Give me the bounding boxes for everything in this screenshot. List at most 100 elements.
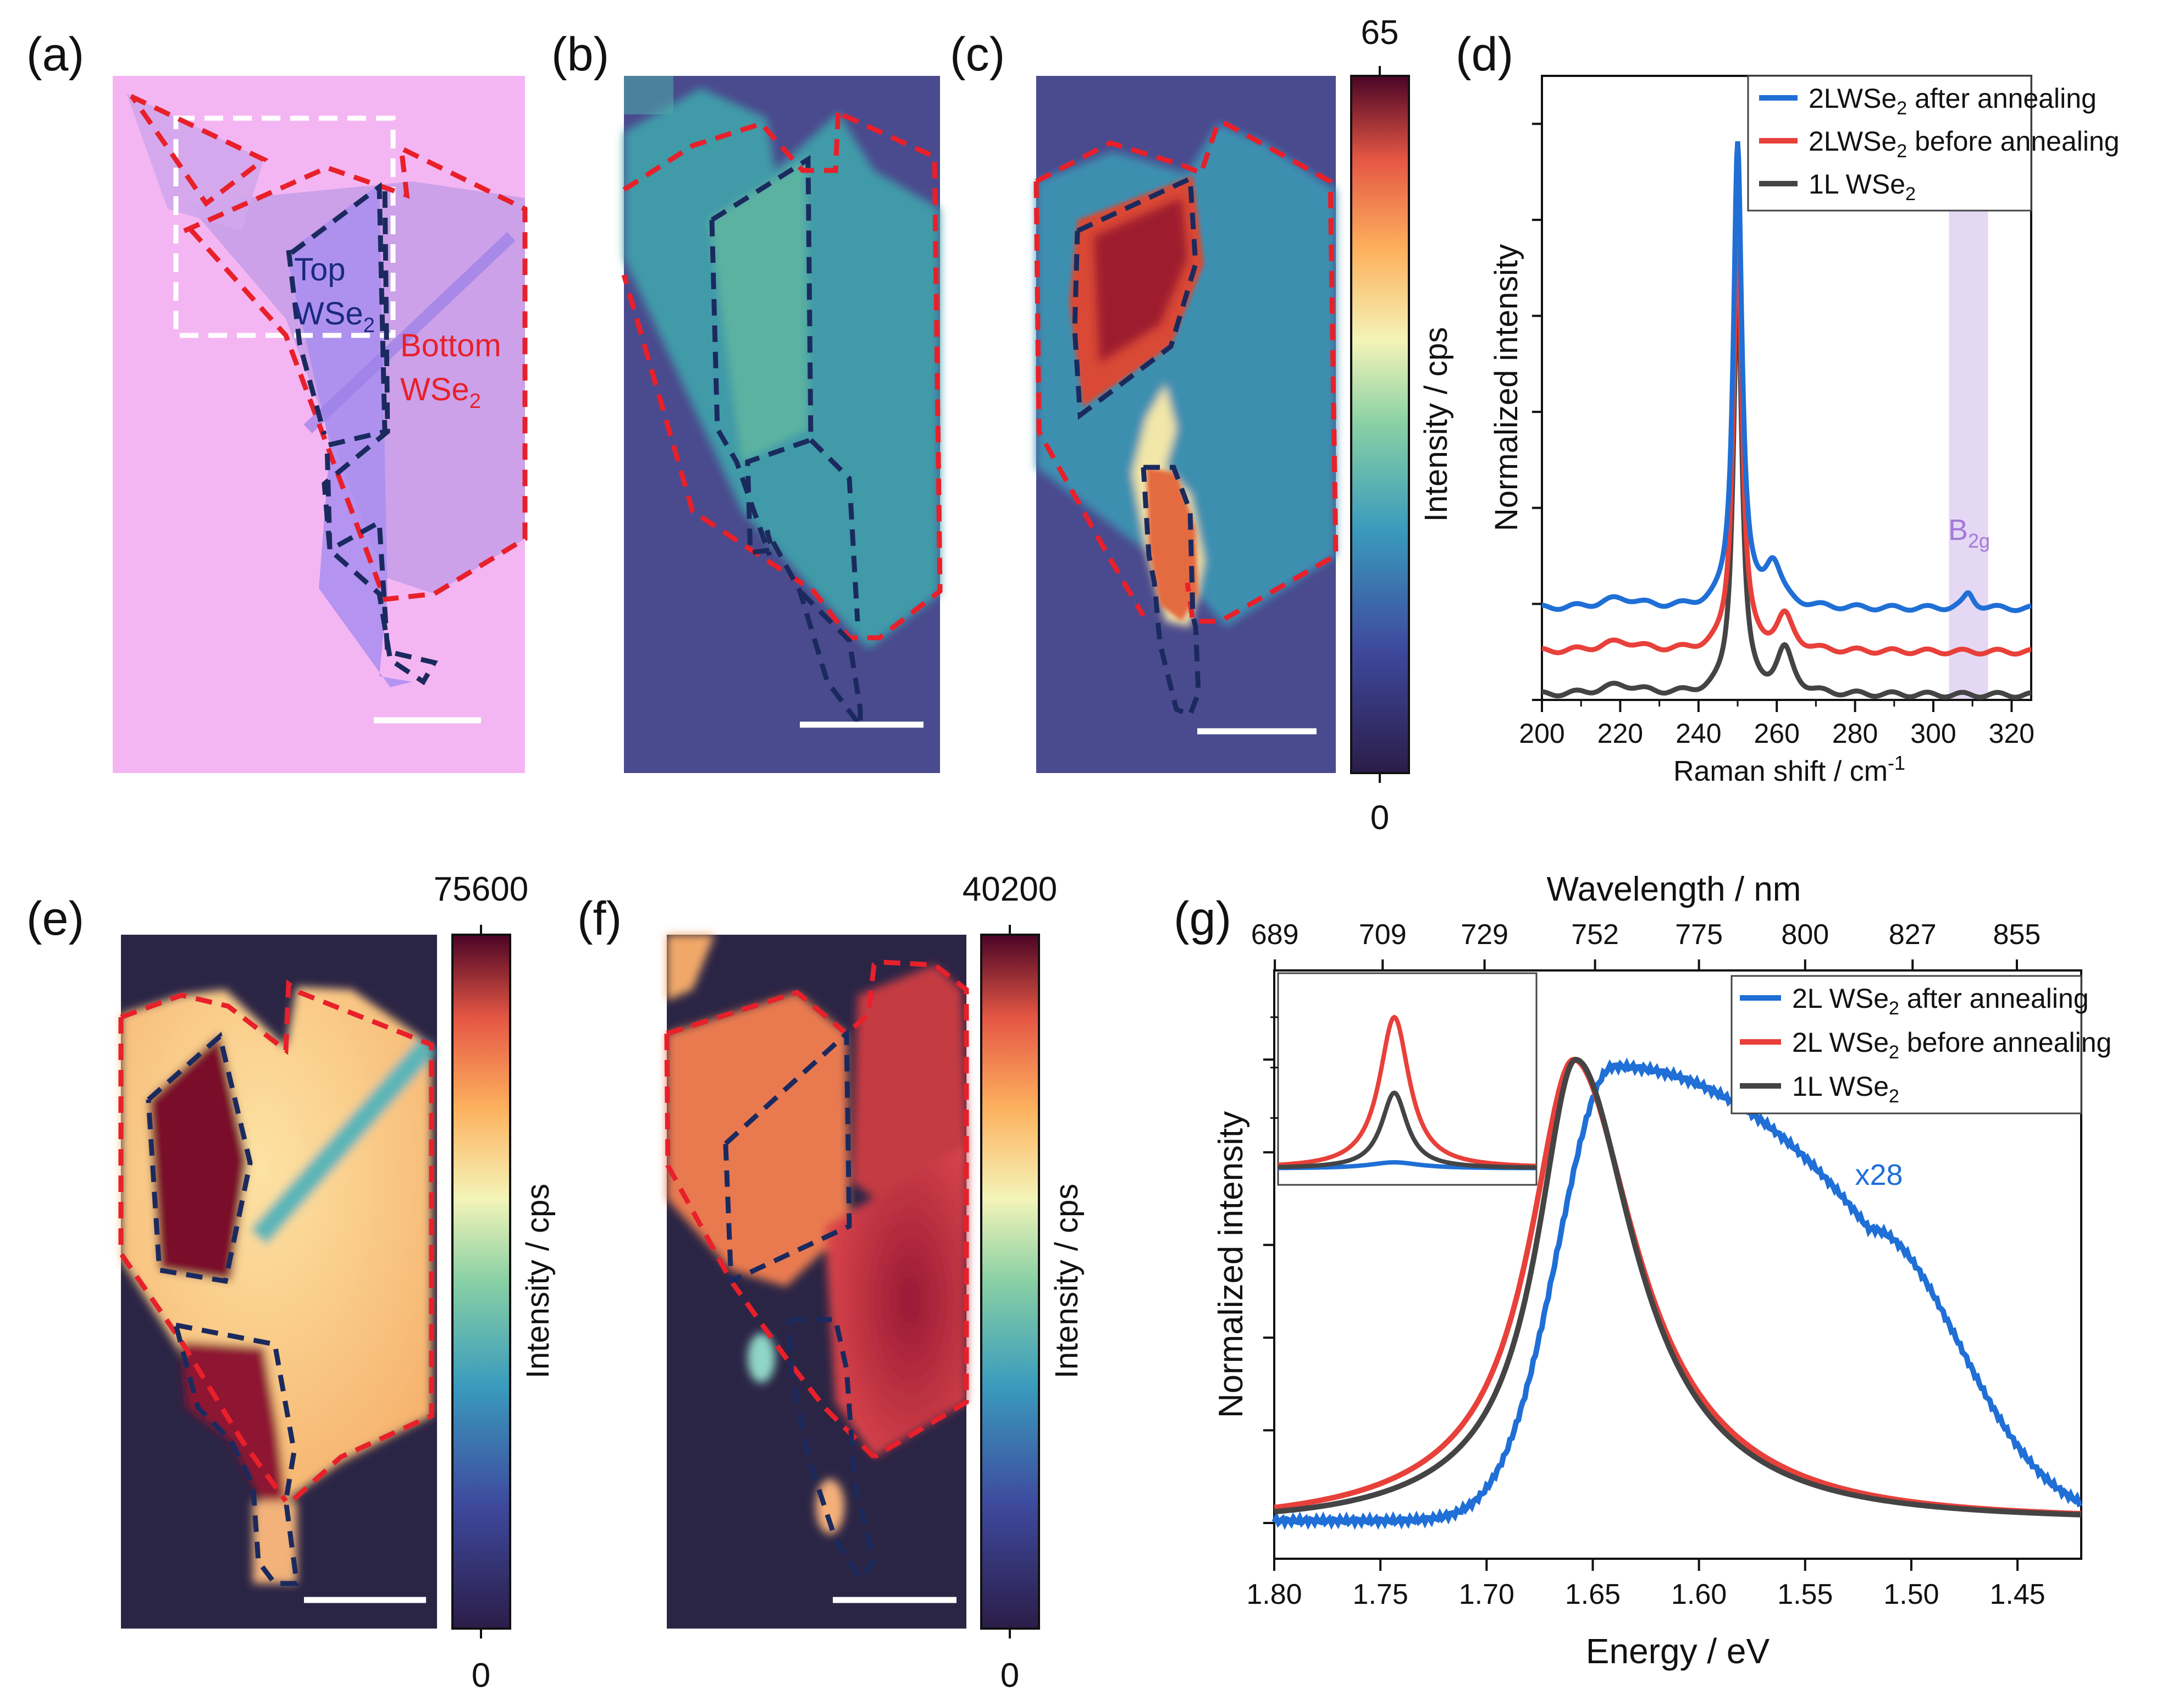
pl-top-tick-label: 729 bbox=[1461, 919, 1508, 951]
pl-map-f-top-outline-lower bbox=[786, 1317, 877, 1582]
colorbar-c-max: 65 bbox=[1361, 14, 1399, 52]
pl-legend-before: 2L WSe2 before annealing bbox=[1792, 1027, 2111, 1063]
panel-a-label: (a) bbox=[26, 28, 84, 81]
raman-series-2l-after bbox=[1541, 141, 2032, 613]
pl-legend-1l: 1L WSe2 bbox=[1792, 1071, 1899, 1107]
raman-series-1l bbox=[1541, 277, 2032, 700]
pl-map-e-wrinkle bbox=[250, 1037, 437, 1245]
raman-legend-before: 2LWSe2 before annealing bbox=[1809, 126, 2120, 162]
pl-map-f-bottom-outline-left bbox=[664, 1033, 876, 1459]
colorbar-f-min: 0 bbox=[1000, 1657, 1019, 1695]
pl-x-tick-label: 1.55 bbox=[1777, 1579, 1833, 1610]
colorbar-e-title: Intensity / cps bbox=[520, 1184, 556, 1379]
raman-x-ticks: 200 220 240 260 280 300 320 bbox=[1519, 700, 2034, 749]
raman-x-tick-label: 200 bbox=[1519, 718, 1564, 749]
raman-map-b-top-outline bbox=[710, 155, 863, 733]
panel-b-label: (b) bbox=[551, 28, 609, 81]
pl-x-tick-label: 1.65 bbox=[1565, 1579, 1621, 1610]
panel-d: (d) 200 220 240 260 280 300 320 B2g Raman shif… bbox=[1456, 28, 2120, 787]
raman-x-tick-label: 240 bbox=[1676, 718, 1721, 749]
pl-top-tick-label: 827 bbox=[1889, 919, 1937, 951]
x28-annotation: x28 bbox=[1855, 1158, 1903, 1191]
wrinkle-stripe bbox=[303, 232, 516, 433]
pl-map-f-upper-right bbox=[852, 965, 967, 1210]
panel-g-label: (g) bbox=[1174, 892, 1231, 945]
pl-top-tick-label: 800 bbox=[1781, 919, 1829, 951]
bottom-wse2-label: Bottom bbox=[400, 328, 501, 363]
colorbar-e-max: 75600 bbox=[434, 870, 528, 908]
top-flake-outline-left bbox=[286, 250, 327, 435]
pl-x-ticks: 1.80 1.75 1.70 1.65 1.60 1.55 1.50 1.45 bbox=[1246, 1559, 2045, 1610]
panel-c-label: (c) bbox=[950, 28, 1005, 81]
pl-x-tick-label: 1.50 bbox=[1883, 1579, 1939, 1610]
raman-map-b-top-outline-right bbox=[809, 438, 860, 622]
raman-map-b-top-region bbox=[709, 159, 808, 462]
panel-e: (e) 75600 0 Intensity / cps bbox=[26, 870, 556, 1695]
raman-x-tick-label: 260 bbox=[1754, 718, 1799, 749]
panel-e-label: (e) bbox=[26, 892, 84, 945]
b2g-annotation: B2g bbox=[1948, 514, 1990, 552]
pl-top-tick-label: 709 bbox=[1359, 919, 1407, 951]
top-wse2-label: Top bbox=[294, 252, 346, 288]
colorbar-f-title: Intensity / cps bbox=[1049, 1184, 1085, 1379]
pl-map-f-bottom-outline bbox=[666, 959, 969, 1459]
pl-map-e-hot-bottom bbox=[181, 1342, 286, 1518]
pl-top-ticks: 689 709 729 752 775 800 827 855 bbox=[1251, 919, 2041, 970]
pl-x-tick-label: 1.70 bbox=[1459, 1579, 1514, 1610]
pl-y-axis-label: Normalized intensity bbox=[1212, 1111, 1250, 1418]
pl-map-e-top-outline-lower bbox=[173, 1322, 300, 1586]
pl-top-tick-label: 775 bbox=[1675, 919, 1723, 951]
pl-series-2l-after bbox=[1271, 1057, 2083, 1530]
panel-c: (c) 65 0 Intensity / cps bbox=[950, 14, 1454, 837]
colorbar-f bbox=[980, 934, 1040, 1630]
raman-x-tick-label: 220 bbox=[1597, 718, 1643, 749]
pl-x-tick-label: 1.80 bbox=[1246, 1579, 1302, 1610]
panel-f-label: (f) bbox=[577, 892, 622, 945]
panel-a: (a) Top WSe2 Bottom WSe2 bbox=[26, 28, 528, 773]
colorbar-c bbox=[1350, 75, 1410, 774]
panel-b: (b) bbox=[551, 28, 943, 773]
pl-inset-ticks bbox=[1270, 1016, 1278, 1119]
pl-top-tick-label: 689 bbox=[1251, 919, 1299, 951]
pl-x-axis-label: Energy / eV bbox=[1586, 1631, 1770, 1671]
pl-map-f-corner bbox=[667, 935, 715, 1001]
pl-map-f-spot bbox=[816, 1479, 844, 1534]
pl-top-axis-label: Wavelength / nm bbox=[1547, 870, 1801, 908]
raman-map-c-lower-hot bbox=[1146, 467, 1198, 621]
raman-legend-1l: 1L WSe2 bbox=[1809, 169, 1916, 205]
colorbar-e-min: 0 bbox=[472, 1657, 490, 1695]
panel-d-label: (d) bbox=[1456, 28, 1513, 81]
raman-series-2l-before bbox=[1541, 219, 2032, 657]
pl-map-f-top-outline bbox=[723, 1028, 852, 1285]
raman-map-c-bottom-outline bbox=[1035, 121, 1339, 624]
pl-x-tick-label: 1.60 bbox=[1671, 1579, 1727, 1610]
zoom-box bbox=[173, 115, 396, 338]
top-wse2-label-2: WSe2 bbox=[294, 296, 375, 337]
bottom-wse2-label-2: WSe2 bbox=[400, 372, 481, 413]
pl-map-e-top-outline bbox=[146, 1031, 253, 1284]
raman-map-c-hotspot bbox=[1094, 198, 1187, 363]
raman-x-axis-label: Raman shift / cm-1 bbox=[1673, 752, 1905, 787]
pl-series-1l bbox=[1274, 1056, 2082, 1518]
pl-map-e-bottom-outline bbox=[120, 979, 434, 1509]
pl-legend bbox=[1730, 975, 2082, 1114]
colorbar-e bbox=[451, 934, 511, 1630]
raman-map-b-corner bbox=[624, 76, 673, 114]
colorbar-c-title: Intensity / cps bbox=[1418, 327, 1454, 522]
raman-map-b-bottom-outline bbox=[621, 104, 943, 641]
pl-plot-frame bbox=[1273, 969, 2082, 1560]
raman-map-b-top-outline-left bbox=[709, 219, 772, 556]
raman-x-tick-label: 280 bbox=[1832, 718, 1878, 749]
raman-x-tick-label: 320 bbox=[1989, 718, 2034, 749]
pl-x-tick-label: 1.75 bbox=[1353, 1579, 1408, 1610]
raman-y-axis-label: Normalized intensity bbox=[1489, 244, 1524, 531]
bottom-flake-outline bbox=[183, 144, 528, 602]
pl-y-ticks bbox=[1263, 1058, 1274, 1524]
pl-top-tick-label: 855 bbox=[1993, 919, 2041, 951]
colorbar-f-max: 40200 bbox=[963, 870, 1057, 908]
pl-top-tick-label: 752 bbox=[1571, 919, 1619, 951]
raman-map-c-bottom-outline-left bbox=[1033, 181, 1146, 617]
raman-x-tick-label: 300 bbox=[1910, 718, 1956, 749]
pl-map-f-left-region bbox=[667, 992, 849, 1287]
